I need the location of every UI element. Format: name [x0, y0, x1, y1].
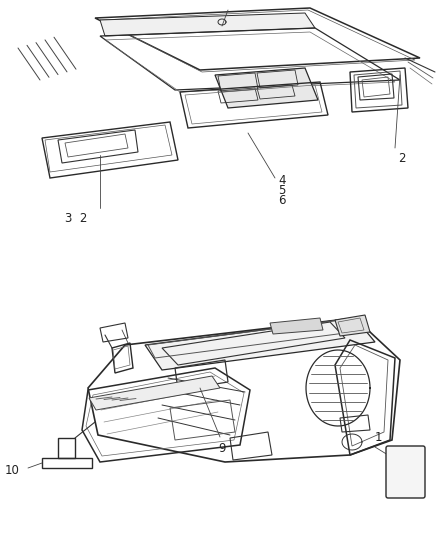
Polygon shape [335, 315, 370, 336]
Text: 1: 1 [374, 431, 382, 444]
Text: 3  2: 3 2 [65, 212, 87, 225]
Polygon shape [270, 318, 323, 334]
Polygon shape [89, 376, 220, 410]
Text: 10: 10 [5, 464, 20, 477]
Text: 5: 5 [278, 184, 286, 197]
Polygon shape [100, 13, 315, 36]
Text: 6: 6 [278, 194, 286, 207]
Text: 2: 2 [398, 152, 406, 165]
Text: 9: 9 [218, 442, 226, 455]
Text: 4: 4 [278, 174, 286, 187]
Polygon shape [215, 68, 318, 108]
FancyBboxPatch shape [386, 446, 425, 498]
Polygon shape [145, 318, 375, 370]
